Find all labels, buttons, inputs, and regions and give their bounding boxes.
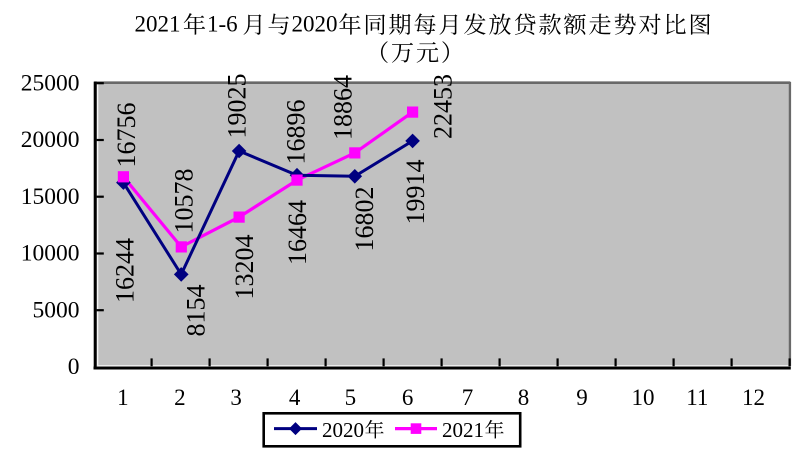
- svg-text:18864: 18864: [329, 75, 358, 140]
- svg-text:13204: 13204: [230, 235, 259, 300]
- svg-text:2: 2: [174, 385, 186, 410]
- svg-text:10578: 10578: [170, 169, 199, 234]
- svg-text:5000: 5000: [33, 297, 80, 323]
- svg-text:3: 3: [230, 385, 242, 410]
- svg-text:12: 12: [742, 385, 765, 410]
- svg-text:2020: 2020: [292, 12, 338, 37]
- svg-text:8154: 8154: [181, 285, 210, 337]
- svg-text:6: 6: [402, 385, 414, 410]
- svg-text:8: 8: [518, 385, 530, 410]
- svg-text:16802: 16802: [350, 187, 379, 252]
- svg-text:5: 5: [345, 385, 357, 410]
- svg-text:16244: 16244: [111, 238, 140, 303]
- svg-text:1: 1: [117, 385, 129, 410]
- svg-text:16756: 16756: [112, 103, 141, 168]
- svg-text:1-6: 1-6: [207, 12, 238, 37]
- svg-text:2020: 2020: [322, 418, 364, 442]
- svg-text:2021: 2021: [442, 418, 484, 442]
- svg-text:11: 11: [686, 385, 708, 410]
- svg-text:10: 10: [632, 385, 655, 410]
- svg-text:7: 7: [462, 385, 474, 410]
- svg-text:2021: 2021: [135, 12, 181, 37]
- svg-text:10000: 10000: [21, 241, 80, 267]
- svg-text:25000: 25000: [21, 70, 80, 96]
- svg-text:16464: 16464: [283, 200, 312, 265]
- svg-text:15000: 15000: [21, 184, 80, 210]
- svg-text:4: 4: [289, 385, 301, 410]
- svg-text:16896: 16896: [281, 100, 310, 165]
- svg-text:19914: 19914: [401, 160, 430, 225]
- svg-text:22453: 22453: [429, 74, 458, 139]
- svg-text:0: 0: [68, 354, 80, 380]
- svg-text:20000: 20000: [21, 127, 80, 153]
- svg-text:9: 9: [576, 385, 588, 410]
- svg-text:19025: 19025: [222, 74, 251, 139]
